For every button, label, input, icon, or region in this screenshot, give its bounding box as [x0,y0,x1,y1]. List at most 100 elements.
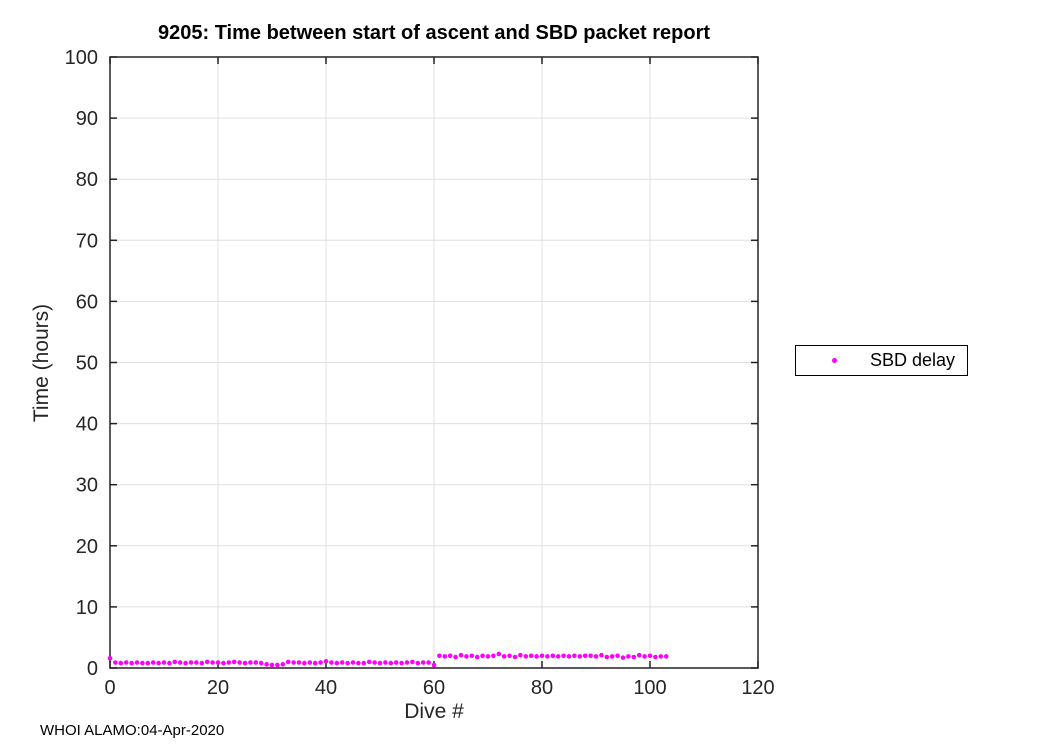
data-point [372,660,377,665]
data-point [555,654,561,659]
data-point [663,654,669,659]
data-point [474,654,480,660]
data-point [177,660,183,665]
data-point [545,654,550,659]
data-point [626,654,631,659]
data-point [636,652,642,658]
data-point [561,653,566,659]
data-point [156,660,161,666]
data-point [404,660,410,665]
data-point [129,660,134,666]
y-tick-label: 40 [76,414,98,436]
y-tick-label: 100 [65,47,98,69]
data-point [383,660,388,665]
legend-label: SBD delay [870,350,956,370]
data-point [491,653,496,659]
data-point [269,662,275,668]
data-point [253,660,259,665]
data-point [507,653,512,659]
chart-title: 9205: Time between start of ascent and S… [157,22,711,44]
data-point [302,660,307,666]
data-point [264,662,269,667]
data-point [631,654,637,660]
data-point [453,654,458,660]
data-point [437,653,442,659]
y-tick-label: 80 [76,169,98,191]
data-point [550,653,556,659]
x-tick-label: 80 [531,677,553,699]
data-point [188,660,194,665]
y-tick-label: 90 [76,108,98,130]
data-point [145,660,151,666]
x-axis-label: Dive # [404,700,464,723]
data-point [518,652,523,658]
data-point [534,654,539,659]
x-tick-label: 100 [633,677,666,699]
data-point [356,660,361,666]
data-point [350,660,356,665]
data-point [345,660,350,666]
data-point [226,660,232,665]
data-point [329,660,334,665]
data-point [501,654,507,659]
data-point [140,660,145,666]
data-point [615,653,620,659]
data-point [210,660,215,665]
data-point [366,659,372,665]
y-tick-label: 30 [76,475,98,497]
data-point [221,660,226,666]
data-point [280,662,286,667]
data-point [447,653,453,659]
data-point [296,660,302,665]
data-point [377,660,383,666]
data-point [215,660,221,665]
data-point [107,655,113,661]
data-point [123,660,129,665]
data-point [312,660,318,666]
data-point [258,660,264,666]
data-point [199,660,205,666]
data-point [415,660,421,666]
data-point [480,653,485,659]
y-tick-label: 70 [76,230,98,252]
data-point [426,660,431,665]
y-tick-label: 50 [76,353,98,375]
x-tick-label: 20 [207,677,229,699]
data-point [113,660,118,665]
data-point [593,654,599,659]
y-tick-label: 0 [87,658,98,680]
y-tick-label: 10 [76,597,98,619]
footer-note: WHOI ALAMO:04-Apr-2020 [40,722,225,739]
data-point [118,660,124,666]
data-point [469,653,475,659]
data-point [194,660,199,665]
data-point [183,660,188,666]
data-point [523,654,529,659]
data-point [323,658,329,664]
data-point [566,654,572,659]
data-point [642,654,647,659]
data-point [237,660,242,665]
x-tick-label: 120 [741,677,774,699]
data-point [647,653,653,659]
data-point [420,660,426,665]
data-point [248,660,253,665]
x-tick-label: 0 [104,677,115,699]
data-point [361,660,367,666]
data-point [431,662,437,668]
data-point [458,652,464,658]
data-point [150,660,156,665]
data-point [464,654,469,659]
data-point [291,660,296,665]
data-point [588,653,593,659]
data-point [653,654,658,660]
data-point [539,653,545,659]
data-point [577,654,583,659]
data-point [512,654,518,660]
data-point [609,654,615,659]
data-point [442,654,448,659]
data-point [167,660,172,666]
data-point [339,660,345,665]
